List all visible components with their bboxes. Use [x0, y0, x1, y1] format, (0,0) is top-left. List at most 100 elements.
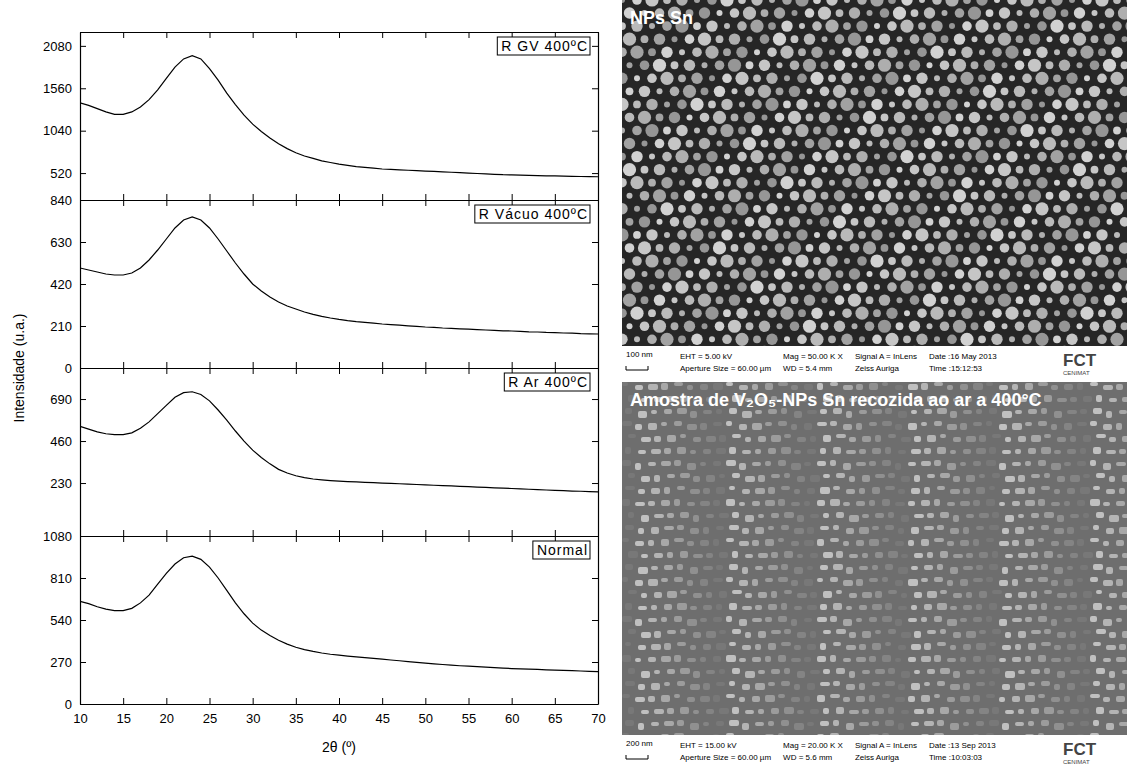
particle	[677, 230, 687, 240]
particle	[806, 244, 814, 252]
particle	[739, 101, 745, 107]
particle	[660, 202, 673, 215]
grain	[875, 513, 884, 518]
particle	[1066, 334, 1077, 345]
particle	[1077, 323, 1083, 329]
particle	[812, 152, 822, 162]
particle	[622, 22, 626, 30]
particle	[769, 128, 775, 134]
particle	[1047, 36, 1053, 42]
tick	[296, 362, 297, 368]
particle	[698, 163, 711, 176]
particle	[873, 179, 881, 187]
tick-mark	[253, 698, 254, 704]
tick: 540	[50, 613, 86, 628]
x-axis-top	[81, 536, 599, 542]
grain	[979, 474, 985, 478]
particle	[984, 60, 995, 71]
particle	[768, 153, 776, 161]
grain	[1038, 460, 1046, 466]
particle	[924, 268, 935, 279]
particle	[1061, 270, 1069, 278]
particle	[1009, 75, 1015, 81]
grain	[1051, 541, 1059, 546]
particle	[963, 127, 971, 135]
tick-mark	[425, 536, 426, 542]
grain	[1038, 538, 1044, 542]
particle	[675, 150, 688, 163]
particle	[1090, 321, 1100, 331]
particle	[858, 231, 866, 239]
tick-label: 50	[419, 711, 433, 726]
particle	[1060, 295, 1070, 305]
grain	[976, 487, 985, 494]
grain	[836, 434, 846, 438]
particle	[972, 167, 978, 173]
scale-bar	[626, 366, 648, 370]
particle	[1001, 218, 1009, 226]
tick-mark	[123, 368, 124, 374]
grain	[703, 488, 710, 494]
particle	[1044, 112, 1055, 123]
particle	[623, 294, 636, 307]
particle	[814, 101, 820, 107]
particle	[971, 192, 979, 200]
grain	[742, 606, 752, 610]
tick-mark	[253, 32, 254, 38]
particle	[622, 203, 628, 214]
tick-mark	[592, 284, 598, 285]
particle	[693, 283, 701, 291]
particle	[716, 166, 724, 174]
particle	[916, 334, 927, 345]
tick	[592, 704, 598, 705]
grain	[1090, 577, 1098, 582]
particle	[795, 124, 808, 137]
grain	[635, 463, 641, 470]
particle	[834, 190, 845, 201]
grain	[895, 463, 901, 470]
particle	[1030, 8, 1040, 18]
particle	[923, 33, 936, 46]
grain	[638, 606, 647, 610]
particle	[848, 33, 861, 46]
particle	[753, 335, 761, 343]
particle	[1028, 59, 1041, 72]
grain	[1005, 476, 1015, 482]
grain	[742, 528, 749, 534]
tick-mark	[382, 200, 383, 206]
grain	[1018, 592, 1027, 598]
particle	[1066, 203, 1077, 214]
grain	[713, 461, 721, 466]
particle	[828, 74, 836, 82]
grain	[1044, 551, 1053, 558]
particle	[724, 284, 730, 290]
particle	[646, 229, 657, 240]
grain	[804, 501, 810, 506]
grain	[823, 513, 829, 518]
grain	[641, 593, 647, 598]
grain	[641, 437, 651, 442]
particle	[799, 154, 805, 160]
particle	[1016, 296, 1024, 304]
particle	[964, 101, 970, 107]
grain	[1051, 580, 1058, 586]
particle	[1050, 20, 1063, 33]
particle	[911, 140, 919, 148]
particle	[715, 321, 725, 331]
grain	[778, 460, 786, 466]
grain	[921, 500, 930, 506]
particle	[633, 101, 641, 109]
grain	[713, 578, 723, 582]
grain	[869, 461, 876, 466]
particle	[1080, 307, 1093, 320]
particle	[750, 281, 763, 294]
particle	[874, 284, 880, 290]
particle	[895, 87, 905, 97]
particle	[880, 139, 890, 149]
particle	[634, 75, 640, 81]
grain	[908, 423, 917, 430]
grain	[924, 565, 933, 570]
grain	[901, 554, 908, 558]
particle	[826, 255, 837, 266]
grain	[641, 554, 648, 558]
